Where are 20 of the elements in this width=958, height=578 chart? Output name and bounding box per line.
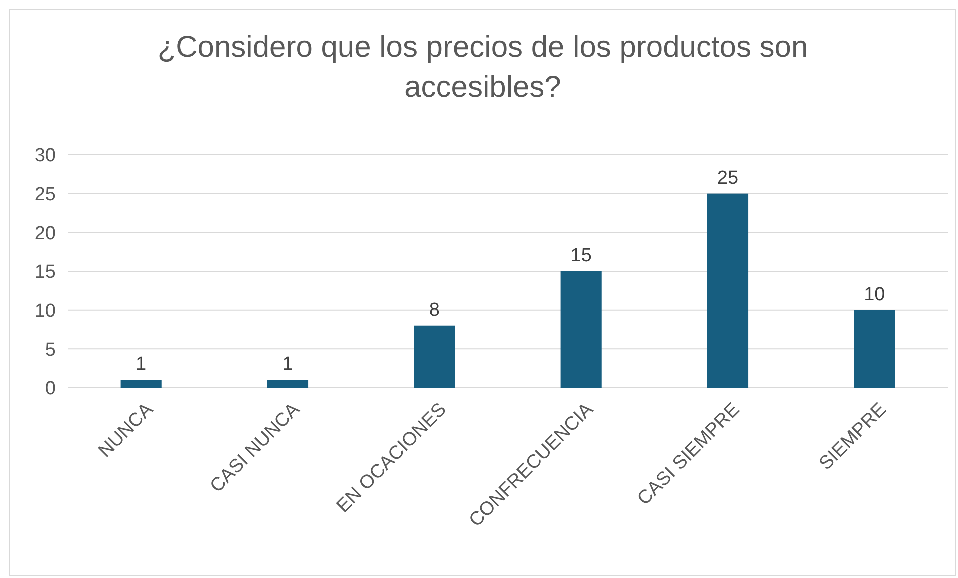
y-tick-label: 25 (34, 184, 56, 206)
bar (267, 380, 309, 388)
y-tick-label: 0 (45, 378, 56, 400)
data-label: 15 (570, 246, 592, 266)
y-tick-label: 20 (34, 223, 56, 244)
bar (120, 380, 162, 388)
data-label: 8 (429, 300, 440, 321)
y-tick-label: 15 (34, 262, 56, 284)
data-label: 25 (717, 168, 739, 189)
data-label: 1 (282, 354, 294, 376)
bar (414, 326, 456, 388)
data-label: 10 (864, 284, 886, 306)
bar (560, 272, 602, 388)
chart-title: ¿Considero que los precios de los productos son accesibles? (156, 30, 810, 106)
y-tick-label: 5 (45, 340, 56, 361)
bar (854, 310, 896, 388)
data-label: 1 (136, 354, 147, 376)
y-tick-label: 30 (34, 146, 56, 167)
y-tick-label: 10 (34, 300, 56, 322)
bar (707, 194, 749, 388)
